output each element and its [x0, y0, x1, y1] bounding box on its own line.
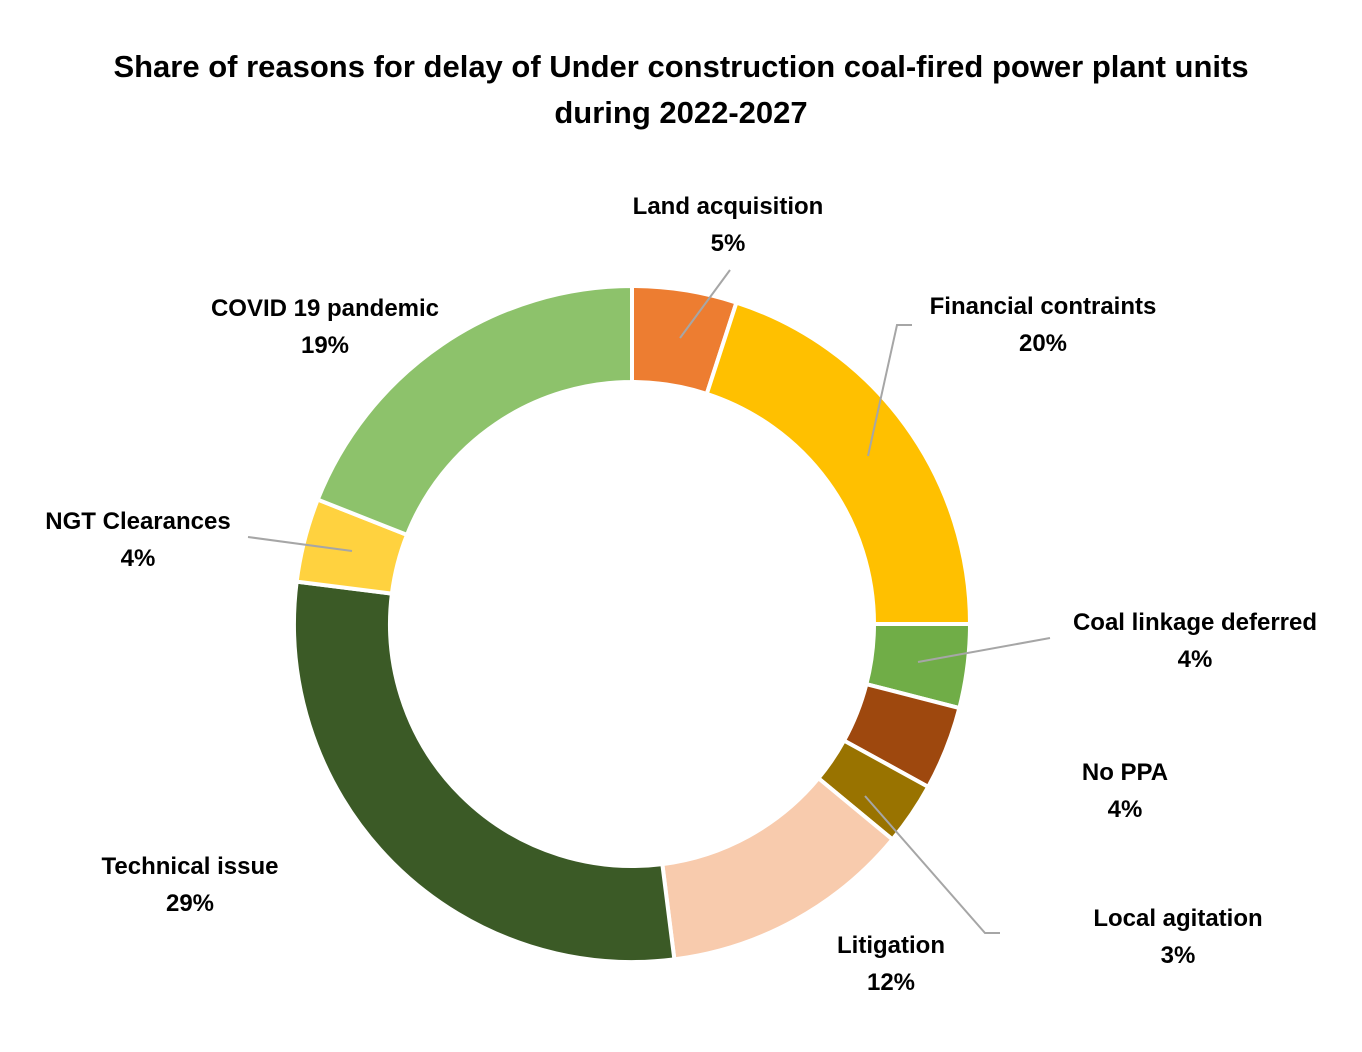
leader-line-land-acquisition — [679, 269, 731, 339]
data-label-litigation: Litigation — [837, 932, 945, 959]
slice-technical-issue — [292, 579, 677, 964]
data-value-land-acquisition: 5% — [711, 230, 746, 257]
data-value-litigation: 12% — [867, 969, 915, 996]
data-label-no-ppa: No PPA — [1082, 759, 1168, 786]
data-value-financial-contraints: 20% — [1019, 330, 1067, 357]
data-value-coal-linkage-deferred: 4% — [1178, 646, 1213, 673]
data-label-ngt-clearances: NGT Clearances — [45, 508, 230, 535]
data-value-local-agitation: 3% — [1161, 942, 1196, 969]
leader-line-ngt-clearances — [247, 536, 353, 552]
leader-line-local-agitation — [864, 795, 1000, 934]
data-label-financial-contraints: Financial contraints — [930, 293, 1157, 320]
data-value-ngt-clearances: 4% — [121, 545, 156, 572]
data-value-no-ppa: 4% — [1108, 796, 1143, 823]
data-value-covid-19-pandemic: 19% — [301, 332, 349, 359]
leader-line-coal-linkage-deferred — [917, 637, 1051, 663]
chart-title-line-2: during 2022-2027 — [554, 95, 808, 130]
data-labels: Land acquisition 5% Financial contraints 20… — [45, 193, 1317, 996]
data-label-local-agitation: Local agitation — [1093, 905, 1262, 932]
leader-lines — [247, 269, 1051, 934]
data-label-covid-19-pandemic: COVID 19 pandemic — [211, 295, 439, 322]
data-label-coal-linkage-deferred: Coal linkage deferred — [1073, 609, 1317, 636]
donut-slices — [292, 284, 972, 964]
data-label-technical-issue: Technical issue — [102, 853, 279, 880]
chart-title: Share of reasons for delay of Under cons… — [0, 44, 1362, 136]
data-value-technical-issue: 29% — [166, 890, 214, 917]
data-label-land-acquisition: Land acquisition — [633, 193, 824, 220]
chart-title-line-1: Share of reasons for delay of Under cons… — [113, 49, 1249, 84]
slice-financial-contraints — [704, 300, 972, 626]
slice-covid-19-pandemic — [315, 284, 634, 537]
leader-line-financial-contraints — [867, 324, 912, 457]
